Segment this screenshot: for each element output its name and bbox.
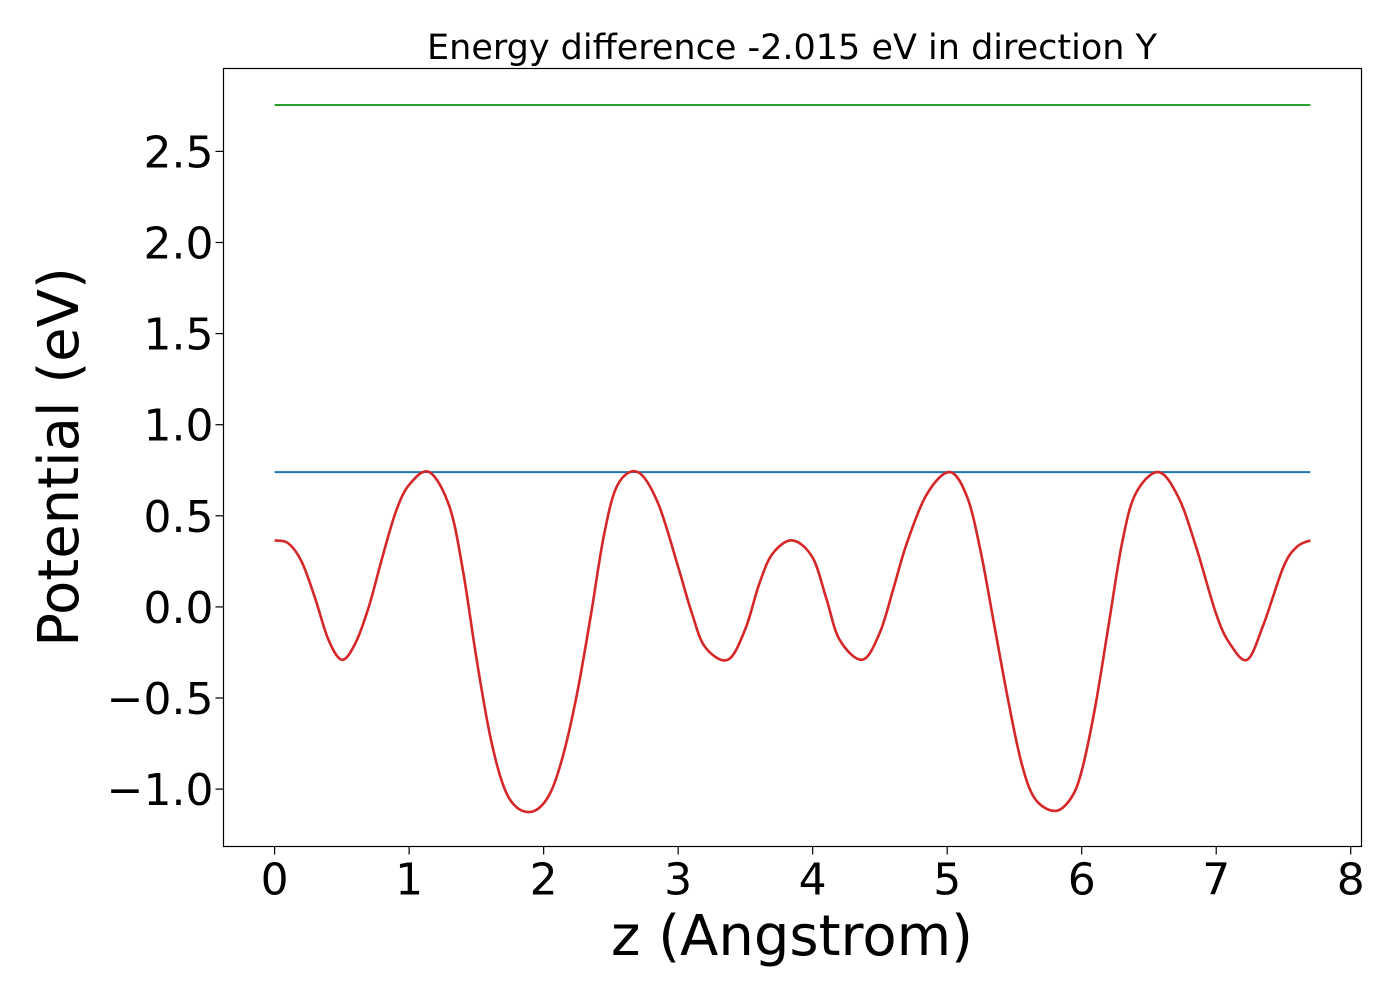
y-axis-ticks: −1.0 −0.5 0.0 0.5 1.0 1.5 2.0 2.5 <box>107 127 224 816</box>
x-tick-label: 1 <box>395 855 423 906</box>
plot-lines <box>274 103 1311 814</box>
series-line-2 <box>274 470 1311 814</box>
plot-frame <box>222 67 1363 848</box>
x-tick-label: 5 <box>933 855 961 906</box>
y-tick-label: 2.0 <box>144 219 214 270</box>
x-tick-label: 8 <box>1337 855 1365 906</box>
chart-title: Energy difference -2.015 eV in direction… <box>427 28 1158 68</box>
x-tick-label: 7 <box>1202 855 1230 906</box>
y-tick-label: 0.0 <box>144 583 214 634</box>
y-tick-label: −0.5 <box>107 674 214 725</box>
y-axis-title: Potential (eV) <box>27 267 92 647</box>
y-tick-label: 1.5 <box>144 310 214 361</box>
x-tick-label: 3 <box>664 855 692 906</box>
y-tick-label: 2.5 <box>144 127 214 178</box>
x-tick-label: 4 <box>799 855 827 906</box>
y-tick-label: −1.0 <box>107 765 214 816</box>
x-tick-label: 6 <box>1068 855 1096 906</box>
x-tick-label: 0 <box>261 855 289 906</box>
y-tick-label: 0.5 <box>144 492 214 543</box>
x-tick-label: 2 <box>530 855 558 906</box>
x-axis-title: z (Angstrom) <box>611 904 973 969</box>
y-tick-label: 1.0 <box>144 401 214 452</box>
x-axis-ticks: 0 1 2 3 4 5 6 7 8 <box>261 846 1365 906</box>
